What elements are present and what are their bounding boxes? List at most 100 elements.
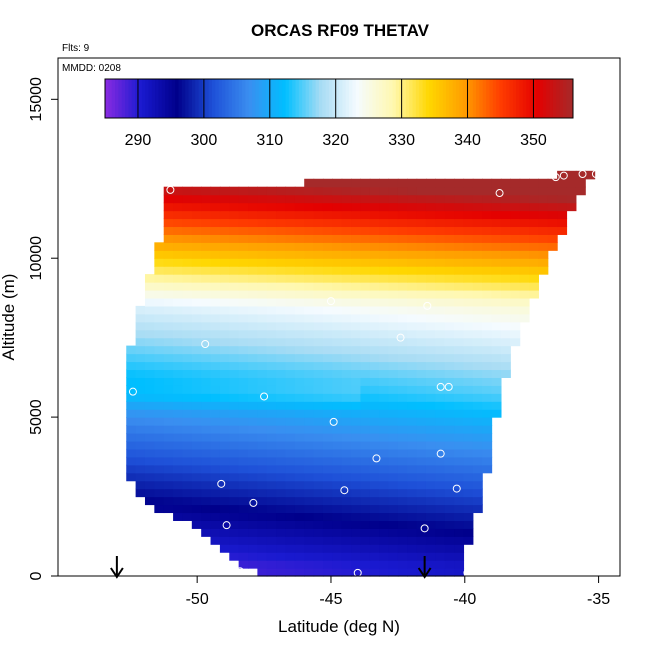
field-cell (210, 480, 221, 490)
field-cell (304, 504, 315, 514)
field-cell (388, 512, 399, 521)
field-cell (379, 456, 390, 466)
field-cell (304, 210, 315, 220)
colorbar-swatch (325, 79, 330, 118)
field-cell (397, 194, 408, 204)
field-cell (369, 432, 380, 442)
field-cell (416, 321, 427, 331)
field-cell (482, 377, 493, 386)
field-cell (379, 202, 390, 212)
field-cell (407, 385, 418, 394)
field-cell (229, 409, 240, 418)
field-cell (135, 409, 146, 418)
field-cell (304, 297, 315, 307)
field-cell (369, 282, 380, 291)
field-cell (454, 226, 465, 235)
field-cell (126, 369, 137, 378)
field-cell (248, 282, 258, 291)
field-cell (416, 488, 427, 498)
field-cell (304, 409, 315, 418)
field-cell (144, 305, 155, 315)
colorbar-swatch (238, 79, 243, 118)
field-cell (257, 345, 268, 355)
field-cell (238, 274, 249, 283)
field-cell (266, 369, 277, 378)
field-cell (257, 448, 268, 458)
field-cell (210, 250, 221, 259)
field-cell (294, 369, 305, 378)
y-axis-label: Altitude (m) (0, 274, 18, 361)
field-cell (238, 218, 249, 228)
field-cell (285, 496, 296, 506)
colorbar-swatch (342, 79, 347, 118)
field-cell (173, 377, 184, 386)
field-cell (444, 305, 455, 315)
field-cell (435, 464, 446, 474)
field-cell (566, 178, 577, 188)
field-cell (360, 218, 371, 228)
field-cell (491, 345, 502, 355)
field-cell (154, 345, 165, 355)
field-cell (182, 432, 193, 442)
field-cell (369, 194, 380, 204)
field-cell (257, 528, 268, 537)
field-cell (397, 202, 408, 212)
field-cell (379, 250, 390, 259)
field-cell (529, 234, 539, 243)
field-cell (257, 480, 268, 490)
field-cell (332, 409, 343, 418)
colorbar-swatch (151, 79, 156, 118)
field-cell (351, 353, 362, 363)
field-cell (454, 289, 465, 299)
field-cell (341, 242, 352, 251)
field-cell (332, 329, 343, 339)
field-cell (294, 432, 305, 442)
field-cell (379, 488, 390, 498)
field-cell (304, 305, 315, 315)
field-cell (276, 345, 287, 355)
field-cell (294, 194, 305, 204)
field-cell (369, 496, 380, 506)
field-cell (313, 560, 324, 569)
colorbar-tick-label: 340 (454, 132, 481, 149)
field-cell (557, 226, 568, 235)
field-cell (182, 202, 193, 212)
field-cell (313, 218, 324, 228)
field-cell (510, 250, 521, 259)
field-cell (360, 536, 371, 545)
field-cell (201, 472, 212, 482)
field-cell (379, 393, 390, 402)
field-cell (407, 266, 418, 275)
field-cell (397, 528, 408, 537)
field-cell (313, 528, 324, 537)
colorbar-swatch (476, 79, 480, 118)
colorbar-swatch (362, 79, 367, 118)
colorbar-swatch (131, 79, 136, 118)
field-cell (397, 266, 408, 275)
field-cell (379, 544, 390, 553)
field-cell (444, 425, 455, 434)
field-cell (351, 337, 362, 347)
field-cell (182, 512, 193, 521)
field-cell (266, 488, 277, 498)
field-cell (388, 313, 399, 323)
field-cell (360, 401, 371, 410)
field-cell (379, 353, 390, 363)
field-cell (163, 234, 174, 243)
field-cell (454, 242, 465, 251)
colorbar-swatch (529, 79, 534, 118)
field-cell (276, 401, 287, 410)
colorbar-swatch (158, 79, 163, 118)
field-cell (519, 234, 530, 243)
field-cell (248, 552, 258, 561)
field-cell (416, 297, 427, 307)
field-cell (285, 520, 296, 529)
field-cell (248, 258, 258, 267)
field-cell (332, 282, 343, 291)
field-cell (248, 186, 258, 196)
field-cell (388, 456, 399, 466)
field-cell (463, 393, 474, 402)
field-cell (144, 456, 155, 466)
colorbar-swatch (469, 79, 474, 118)
field-cell (529, 218, 539, 228)
